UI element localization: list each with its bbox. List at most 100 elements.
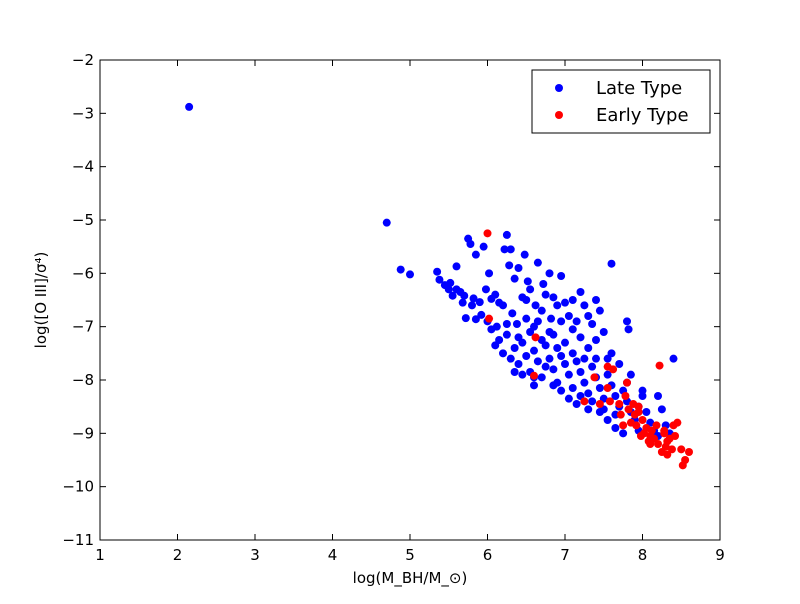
point-late-type [541, 362, 550, 371]
point-late-type [623, 317, 631, 326]
point-late-type [547, 314, 556, 323]
point-early-type [621, 392, 630, 400]
point-late-type [615, 360, 624, 368]
point-late-type [603, 370, 612, 379]
point-late-type [549, 365, 558, 374]
y-tick-label: −8 [72, 371, 94, 389]
point-late-type [638, 386, 647, 395]
point-late-type [506, 245, 515, 254]
point-late-type [468, 301, 476, 310]
point-late-type [584, 405, 593, 414]
point-early-type [530, 371, 538, 380]
point-late-type [588, 362, 597, 371]
point-late-type [460, 291, 469, 300]
y-tick-label: −11 [62, 531, 94, 549]
point-early-type [685, 448, 693, 456]
point-late-type [518, 370, 527, 379]
y-tick-label: −5 [72, 211, 94, 229]
point-late-type [522, 296, 531, 304]
point-early-type [595, 400, 604, 408]
point-late-type [572, 400, 581, 408]
point-late-type [603, 416, 612, 424]
point-late-type [611, 392, 620, 400]
point-late-type [580, 354, 589, 363]
point-late-type [499, 349, 507, 358]
point-late-type [572, 317, 581, 326]
point-late-type [444, 285, 453, 294]
point-early-type [615, 400, 624, 408]
point-late-type [452, 262, 461, 271]
point-late-type [561, 338, 569, 347]
x-tick-label: 7 [560, 546, 570, 564]
point-late-type [506, 354, 515, 363]
point-late-type [500, 245, 509, 254]
point-late-type [545, 269, 554, 278]
point-late-type [435, 275, 444, 284]
point-late-type [619, 429, 628, 438]
point-late-type [561, 360, 569, 368]
point-late-type [557, 386, 566, 395]
point-late-type [481, 285, 490, 294]
point-late-type [588, 397, 597, 406]
point-late-type [396, 265, 405, 274]
point-early-type [677, 445, 686, 454]
point-late-type [568, 325, 577, 334]
point-late-type [595, 384, 604, 392]
point-early-type [638, 416, 647, 424]
x-tick-label: 3 [250, 546, 260, 564]
point-late-type [502, 330, 511, 339]
point-late-type [537, 336, 546, 344]
points-layer [185, 102, 693, 470]
point-late-type [576, 368, 585, 376]
point-late-type [557, 272, 566, 280]
x-axis-label: log(M_BH/M_⊙) [353, 569, 468, 588]
point-late-type [537, 373, 546, 382]
point-late-type [477, 310, 486, 319]
point-late-type [526, 285, 535, 294]
point-late-type [561, 298, 569, 307]
point-early-type [624, 405, 633, 414]
point-early-type [632, 421, 641, 430]
point-late-type [522, 314, 531, 323]
ticks-layer: 1 2 3 4 5 6 7 8 9 −2 −3 −4 −5 −6 −7 −8 −9 −10 −11 [62, 51, 724, 564]
point-early-type [671, 432, 680, 440]
point-early-type [605, 397, 614, 406]
point-late-type [545, 354, 554, 363]
point-late-type [580, 301, 589, 310]
point-late-type [433, 267, 442, 276]
legend-label-early-type: Early Type [596, 105, 689, 126]
point-early-type [654, 440, 662, 448]
point-late-type [539, 280, 548, 288]
point-late-type [533, 258, 542, 267]
point-late-type [549, 293, 558, 302]
point-late-type [572, 357, 581, 366]
point-late-type [553, 344, 562, 352]
point-early-type [660, 426, 669, 435]
point-late-type [568, 384, 577, 392]
legend: Late Type Early Type [531, 69, 711, 134]
y-axis-label: log([O III]/σ⁴) [32, 252, 50, 349]
point-late-type [611, 424, 620, 432]
point-late-type [502, 230, 511, 239]
point-late-type [576, 288, 585, 296]
point-late-type [553, 301, 562, 310]
point-late-type [469, 294, 478, 303]
point-late-type [520, 250, 529, 259]
point-late-type [514, 333, 523, 342]
point-late-type [592, 336, 600, 344]
point-late-type [530, 381, 538, 390]
point-late-type [533, 357, 542, 366]
point-late-type [549, 381, 558, 390]
point-late-type [580, 378, 589, 387]
x-tick-label: 5 [405, 546, 415, 564]
point-late-type [505, 261, 514, 270]
legend-label-late-type: Late Type [596, 78, 682, 99]
y-tick-label: −6 [72, 264, 94, 282]
point-early-type [531, 333, 540, 342]
point-late-type [487, 325, 496, 334]
legend-frame [531, 69, 711, 134]
point-late-type [185, 102, 194, 111]
y-tick-label: −2 [72, 51, 94, 69]
point-late-type [584, 389, 593, 398]
